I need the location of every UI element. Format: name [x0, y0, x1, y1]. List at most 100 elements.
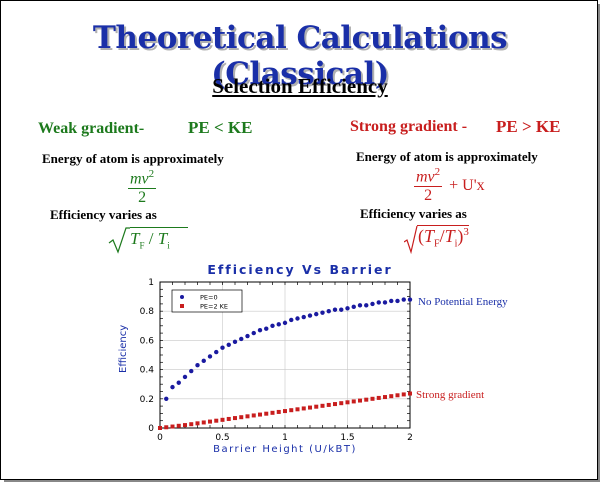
- strong-efficiency-text: Efficiency varies as: [360, 206, 467, 221]
- data-point-pe0: [214, 349, 219, 355]
- data-point-pe2ke: [351, 399, 356, 404]
- data-point-pe2ke: [226, 416, 231, 421]
- data-point-pe0: [245, 333, 250, 339]
- data-point-pe0: [339, 307, 344, 312]
- y-tick-label: 1: [148, 278, 154, 288]
- data-point-pe0: [320, 310, 325, 315]
- data-point-pe2ke: [189, 422, 194, 427]
- data-point-pe2ke: [301, 406, 306, 411]
- strong-gradient-heading: Strong gradient -: [350, 118, 468, 135]
- weak-ti-sub: i: [167, 240, 170, 251]
- legend-marker-pe2ke: [180, 304, 184, 308]
- data-point-pe0: [220, 345, 225, 350]
- data-point-pe0: [251, 330, 256, 336]
- data-point-pe2ke: [251, 413, 256, 418]
- y-tick-label: 0.6: [140, 336, 155, 346]
- strong-energy-den: 2: [424, 187, 433, 205]
- y-tick-label: 0: [148, 424, 154, 434]
- data-point-pe2ke: [339, 401, 344, 406]
- x-tick-label: 1: [282, 433, 288, 443]
- data-point-pe2ke: [326, 402, 331, 407]
- data-point-pe2ke: [164, 425, 169, 430]
- data-point-pe0: [376, 300, 381, 305]
- data-point-pe0: [326, 309, 331, 314]
- data-point-pe0: [407, 297, 413, 302]
- title-shadow: Theoretical Calculations (Classical): [94, 22, 510, 94]
- data-point-pe0: [314, 311, 319, 317]
- x-tick-label: 0.5: [215, 433, 229, 443]
- data-point-pe0: [345, 306, 350, 311]
- annotation-no-potential-energy: No Potential Energy: [418, 296, 508, 308]
- data-point-pe0: [301, 314, 306, 320]
- weak-energy-num: mv: [130, 170, 149, 188]
- strong-slash: /: [439, 226, 445, 246]
- data-point-pe2ke: [220, 417, 225, 422]
- data-point-pe2ke: [195, 421, 200, 426]
- x-tick-label: 2: [407, 433, 413, 443]
- strong-tf: T: [424, 226, 435, 246]
- data-point-pe2ke: [276, 409, 281, 414]
- data-point-pe0: [307, 313, 313, 318]
- data-point-pe0: [332, 307, 338, 312]
- strong-gradient-condition: PE > KE: [496, 117, 561, 136]
- data-point-pe0: [264, 326, 269, 331]
- weak-slash: /: [148, 229, 154, 248]
- strong-energy-text: Energy of atom is approximately: [356, 149, 538, 164]
- sqrt-icon: [108, 227, 130, 254]
- legend-box: [171, 289, 243, 313]
- data-point-pe2ke: [258, 412, 262, 417]
- data-point-pe2ke: [214, 418, 219, 423]
- data-point-pe2ke: [245, 414, 250, 419]
- data-point-pe2ke: [383, 395, 387, 400]
- data-point-pe2ke: [364, 397, 369, 402]
- data-point-pe2ke: [333, 402, 337, 407]
- legend-label: PE=0: [200, 294, 218, 302]
- weak-tf: T: [130, 229, 140, 248]
- y-tick-label: 0.8: [140, 307, 155, 317]
- data-point-pe0: [382, 300, 388, 305]
- chart-title: Efficiency Vs Barrier: [207, 262, 393, 277]
- data-point-pe2ke: [183, 423, 187, 428]
- weak-gradient-condition: PE < KE: [188, 118, 253, 137]
- data-point-pe2ke: [314, 404, 319, 409]
- data-point-pe2ke: [176, 423, 181, 428]
- data-point-pe2ke: [264, 411, 269, 416]
- y-tick-label: 0.2: [140, 395, 154, 405]
- x-axis-label: Barrier Height (U/kBT): [213, 444, 357, 455]
- weak-energy-sup: 2: [148, 168, 155, 180]
- data-point-pe0: [401, 297, 406, 302]
- data-point-pe0: [289, 317, 294, 323]
- strong-exp: 3: [463, 226, 469, 238]
- data-point-pe0: [389, 298, 394, 304]
- data-point-pe0: [270, 323, 275, 328]
- annotation-strong-gradient: Strong gradient: [416, 389, 485, 401]
- data-point-pe0: [189, 368, 194, 374]
- data-point-pe2ke: [320, 403, 325, 408]
- strong-ti: T: [444, 226, 455, 246]
- weak-tf-sub: F: [139, 240, 145, 251]
- data-point-pe0: [239, 336, 244, 342]
- strong-energy-num: mv: [416, 168, 435, 186]
- data-point-pe2ke: [401, 392, 406, 397]
- data-point-pe2ke: [283, 409, 287, 414]
- data-point-pe0: [207, 354, 213, 359]
- data-point-pe0: [226, 342, 231, 347]
- weak-gradient-heading: Weak gradient-: [38, 120, 145, 137]
- x-tick-label: 1.5: [340, 433, 354, 443]
- data-point-pe0: [201, 358, 206, 364]
- data-point-pe0: [176, 380, 181, 385]
- data-point-pe2ke: [208, 419, 212, 424]
- data-point-pe2ke: [158, 426, 162, 430]
- data-point-pe0: [257, 327, 263, 333]
- strong-energy-formula: mv2 2 + U'x: [414, 166, 485, 205]
- sqrt-icon: [404, 225, 418, 254]
- data-point-pe0: [170, 384, 175, 390]
- section-subtitle: Selection Efficiency: [212, 74, 388, 98]
- title-text: Theoretical Calculations (Classical): [92, 20, 508, 92]
- data-point-pe0: [351, 304, 356, 310]
- y-axis-label: Efficiency: [118, 324, 129, 373]
- y-tick-label: 0.4: [140, 366, 155, 376]
- data-point-pe0: [295, 316, 300, 321]
- strong-energy-sup: 2: [434, 166, 441, 178]
